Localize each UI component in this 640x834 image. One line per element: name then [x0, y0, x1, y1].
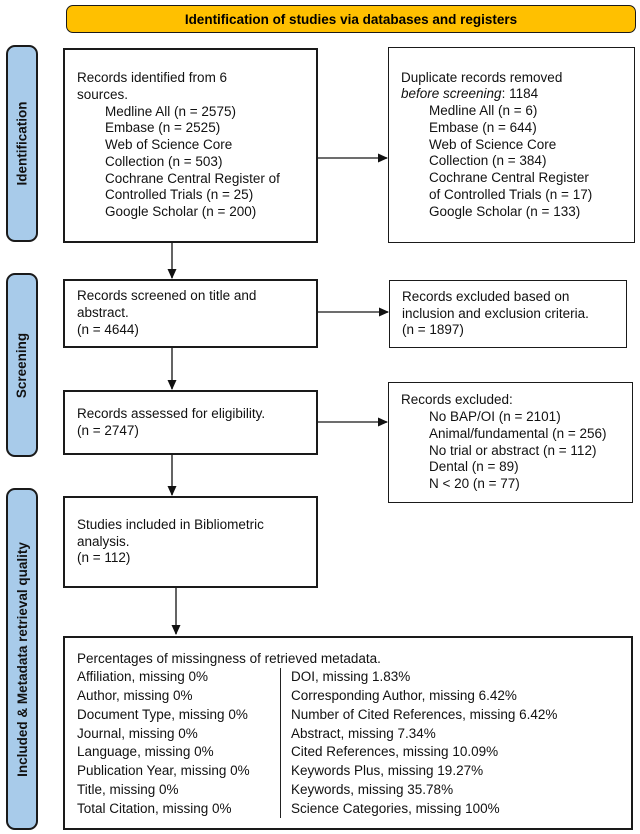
records-identified-item: Medline All (n = 2575)	[105, 103, 236, 119]
missingness-field: DOI, missing 1.83%	[291, 669, 411, 685]
duplicates-removed-item: Embase (n = 644)	[429, 119, 537, 135]
studies-included-count: (n = 112)	[77, 550, 131, 566]
records-identified-item: Google Scholar (n = 200)	[105, 204, 257, 220]
records-identified-intro-line2: sources.	[77, 86, 129, 102]
box-records-assessed: Records assessed for eligibility. (n = 2…	[63, 390, 318, 455]
records-assessed-text: Records assessed for eligibility.	[77, 405, 266, 421]
duplicates-removed-intro-italic: before screening	[401, 86, 502, 102]
records-identified-item: Cochrane Central Register of Controlled …	[105, 170, 280, 203]
stage-included-metadata-label: Included & Metadata retrieval quality	[14, 541, 30, 777]
banner-title: Identification of studies via databases …	[66, 5, 636, 33]
missingness-field: Document Type, missing 0%	[77, 706, 248, 722]
missingness-right-column: DOI, missing 1.83% Corresponding Author,…	[280, 668, 625, 819]
records-excluded-reason: Animal/fundamental (n = 256)	[429, 425, 607, 441]
studies-included-text: Studies included in Bibliometric analysi…	[77, 516, 264, 549]
missingness-field: Cited References, missing 10.09%	[291, 744, 499, 760]
duplicates-removed-intro-line1: Duplicate records removed	[401, 69, 563, 85]
records-assessed-count: (n = 2747)	[77, 422, 139, 438]
missingness-field: Language, missing 0%	[77, 744, 214, 760]
missingness-field: Number of Cited References, missing 6.42…	[291, 706, 558, 722]
missingness-field: Journal, missing 0%	[77, 725, 198, 741]
stage-identification-label: Identification	[14, 101, 30, 186]
box-duplicates-removed: Duplicate records removed before screeni…	[388, 47, 635, 243]
duplicates-removed-intro: Duplicate records removed before screeni…	[401, 70, 628, 103]
records-identified-intro-line1: Records identified from 6	[77, 70, 228, 86]
records-screened-text: Records screened on title and abstract.	[77, 288, 257, 321]
box-records-screened: Records screened on title and abstract. …	[63, 279, 318, 348]
records-excluded-criteria-text: Records excluded based on inclusion and …	[402, 288, 589, 321]
box-studies-included: Studies included in Bibliometric analysi…	[63, 496, 318, 588]
stage-screening-label: Screening	[14, 332, 30, 398]
records-excluded-reason: No trial or abstract (n = 112)	[429, 442, 597, 458]
banner-title-label: Identification of studies via databases …	[184, 11, 518, 27]
records-excluded-reasons-intro: Records excluded:	[401, 392, 513, 408]
records-identified-item: Embase (n = 2525)	[105, 120, 221, 136]
records-excluded-reason: Dental (n = 89)	[429, 459, 519, 475]
missingness-field: Corresponding Author, missing 6.42%	[291, 688, 517, 704]
duplicates-removed-item: Web of Science Core Collection (n = 384)	[429, 136, 557, 169]
stage-identification: Identification	[6, 45, 38, 242]
box-metadata-missingness: Percentages of missingness of retrieved …	[63, 636, 633, 830]
records-screened-count: (n = 4644)	[77, 321, 139, 337]
missingness-field: Publication Year, missing 0%	[77, 763, 250, 779]
missingness-columns: Affiliation, missing 0% Author, missing …	[77, 668, 625, 819]
missingness-field: Science Categories, missing 100%	[291, 800, 500, 816]
missingness-field: Author, missing 0%	[77, 688, 193, 704]
duplicates-removed-intro-count: : 1184	[501, 86, 539, 102]
missingness-field: Total Citation, missing 0%	[77, 800, 232, 816]
duplicates-removed-item: Medline All (n = 6)	[429, 103, 538, 119]
box-records-excluded-criteria: Records excluded based on inclusion and …	[389, 280, 627, 348]
records-excluded-reason: No BAP/OI (n = 2101)	[429, 409, 561, 425]
box-records-excluded-reasons: Records excluded: No BAP/OI (n = 2101) A…	[388, 382, 633, 503]
stage-included-metadata: Included & Metadata retrieval quality	[6, 488, 38, 830]
missingness-left-column: Affiliation, missing 0% Author, missing …	[77, 668, 280, 818]
records-identified-item: Web of Science Core Collection (n = 503)	[105, 137, 233, 169]
duplicates-removed-item: Cochrane Central Register of Controlled …	[429, 170, 593, 202]
duplicates-removed-item: Google Scholar (n = 133)	[429, 203, 581, 219]
missingness-field: Abstract, missing 7.34%	[291, 725, 436, 741]
records-excluded-reason: N < 20 (n = 77)	[429, 475, 520, 491]
stage-screening: Screening	[6, 273, 38, 457]
box-records-identified: Records identified from 6 sources. Medli…	[63, 48, 318, 243]
missingness-title: Percentages of missingness of retrieved …	[77, 650, 381, 666]
missingness-field: Keywords Plus, missing 19.27%	[291, 763, 484, 779]
missingness-field: Keywords, missing 35.78%	[291, 781, 454, 797]
missingness-field: Title, missing 0%	[77, 781, 179, 797]
records-excluded-criteria-count: (n = 1897)	[402, 322, 464, 338]
records-identified-intro: Records identified from 6 sources.	[77, 70, 310, 103]
missingness-field: Affiliation, missing 0%	[77, 669, 209, 685]
